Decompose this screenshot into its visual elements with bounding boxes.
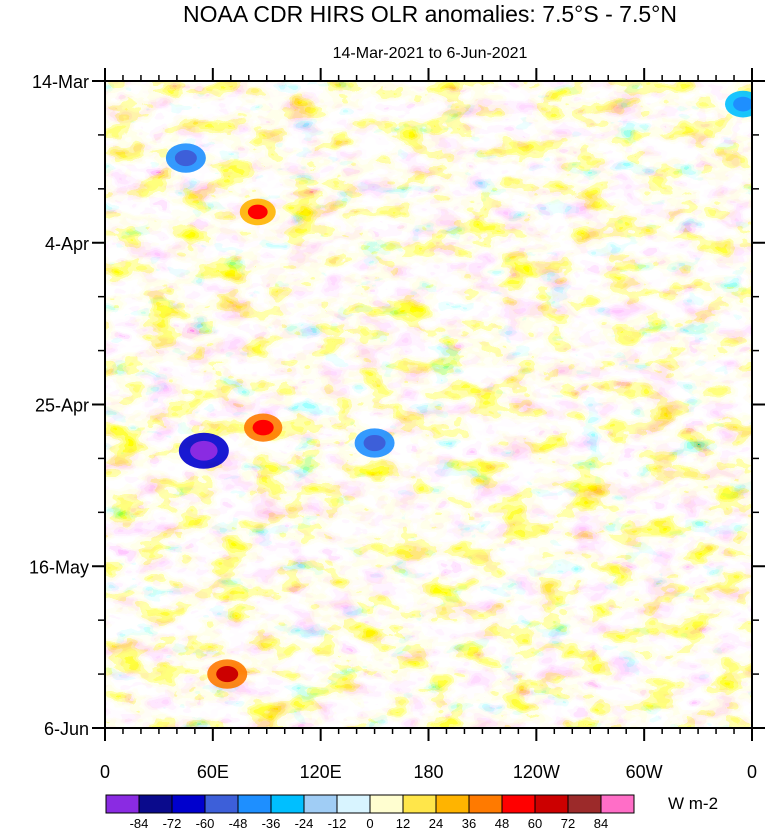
x-tick-label: 60E <box>197 762 229 782</box>
colorbar-tick-label: 36 <box>462 816 476 830</box>
colorbar: -84 -72 -60 -48 -36 -24 -12 0 12 24 36 48 60 72 84 <box>105 794 635 830</box>
y-tick-label: 25-Apr <box>35 396 89 416</box>
colorbar-tick-label: 24 <box>429 816 443 830</box>
colorbar-swatch <box>567 794 602 814</box>
colorbar-tick-label: 72 <box>561 816 575 830</box>
x-tick-label: 60W <box>626 762 663 782</box>
x-tick-label: 180 <box>413 762 443 782</box>
anomaly-core-center-6 <box>733 96 752 112</box>
colorbar-tick-label: -48 <box>229 816 248 830</box>
axis-ticks: 0 60E 120E 180 120W 60W 0 14-Mar 4-Apr 25-Apr 16-M… <box>29 68 765 782</box>
colorbar-swatch <box>303 794 338 814</box>
colorbar-swatch <box>138 794 173 814</box>
colorbar-swatch <box>501 794 536 814</box>
chart-subtitle: 14-Mar-2021 to 6-Jun-2021 <box>333 45 528 62</box>
y-tick-label: 14-Mar <box>32 72 89 92</box>
colorbar-tick-label: 48 <box>495 816 509 830</box>
colorbar-tick-label: 60 <box>528 816 542 830</box>
colorbar-swatch <box>468 794 503 814</box>
anomaly-core-center-1 <box>247 204 268 220</box>
colorbar-swatch <box>336 794 371 814</box>
colorbar-swatch <box>369 794 404 814</box>
colorbar-swatch <box>270 794 305 814</box>
colorbar-tick-label: -72 <box>163 816 182 830</box>
colorbar-tick-label: -84 <box>130 816 149 830</box>
x-tick-label: 0 <box>747 762 757 782</box>
x-tick-label: 120E <box>300 762 342 782</box>
plot-area <box>105 81 752 728</box>
colorbar-tick-label: -12 <box>328 816 347 830</box>
y-tick-label: 16-May <box>29 557 89 577</box>
colorbar-tick-label: 84 <box>594 816 608 830</box>
colorbar-tick-label: -36 <box>262 816 281 830</box>
anomaly-core-center-0 <box>190 440 218 461</box>
colorbar-swatch <box>534 794 569 814</box>
colorbar-swatch <box>600 794 635 814</box>
anomaly-core-center-4 <box>174 149 197 167</box>
x-tick-label: 0 <box>100 762 110 782</box>
x-tick-label: 120W <box>513 762 560 782</box>
anomaly-field <box>105 81 752 728</box>
anomaly-core-center-2 <box>252 419 274 436</box>
anomaly-core-center-5 <box>363 434 386 452</box>
colorbar-unit: W m-2 <box>668 794 718 813</box>
colorbar-tick-label: -60 <box>196 816 215 830</box>
colorbar-swatch <box>435 794 470 814</box>
colorbar-swatch <box>171 794 206 814</box>
colorbar-swatch <box>204 794 239 814</box>
y-tick-label: 4-Apr <box>45 234 89 254</box>
chart-title: NOAA CDR HIRS OLR anomalies: 7.5°S - 7.5… <box>183 1 677 27</box>
colorbar-swatch <box>105 794 140 814</box>
colorbar-tick-label: 0 <box>366 816 373 830</box>
colorbar-tick-label: 12 <box>396 816 410 830</box>
colorbar-swatch <box>237 794 272 814</box>
colorbar-swatch <box>402 794 437 814</box>
y-tick-label: 6-Jun <box>44 719 89 739</box>
colorbar-tick-label: -24 <box>295 816 314 830</box>
anomaly-core-center-3 <box>216 666 239 683</box>
